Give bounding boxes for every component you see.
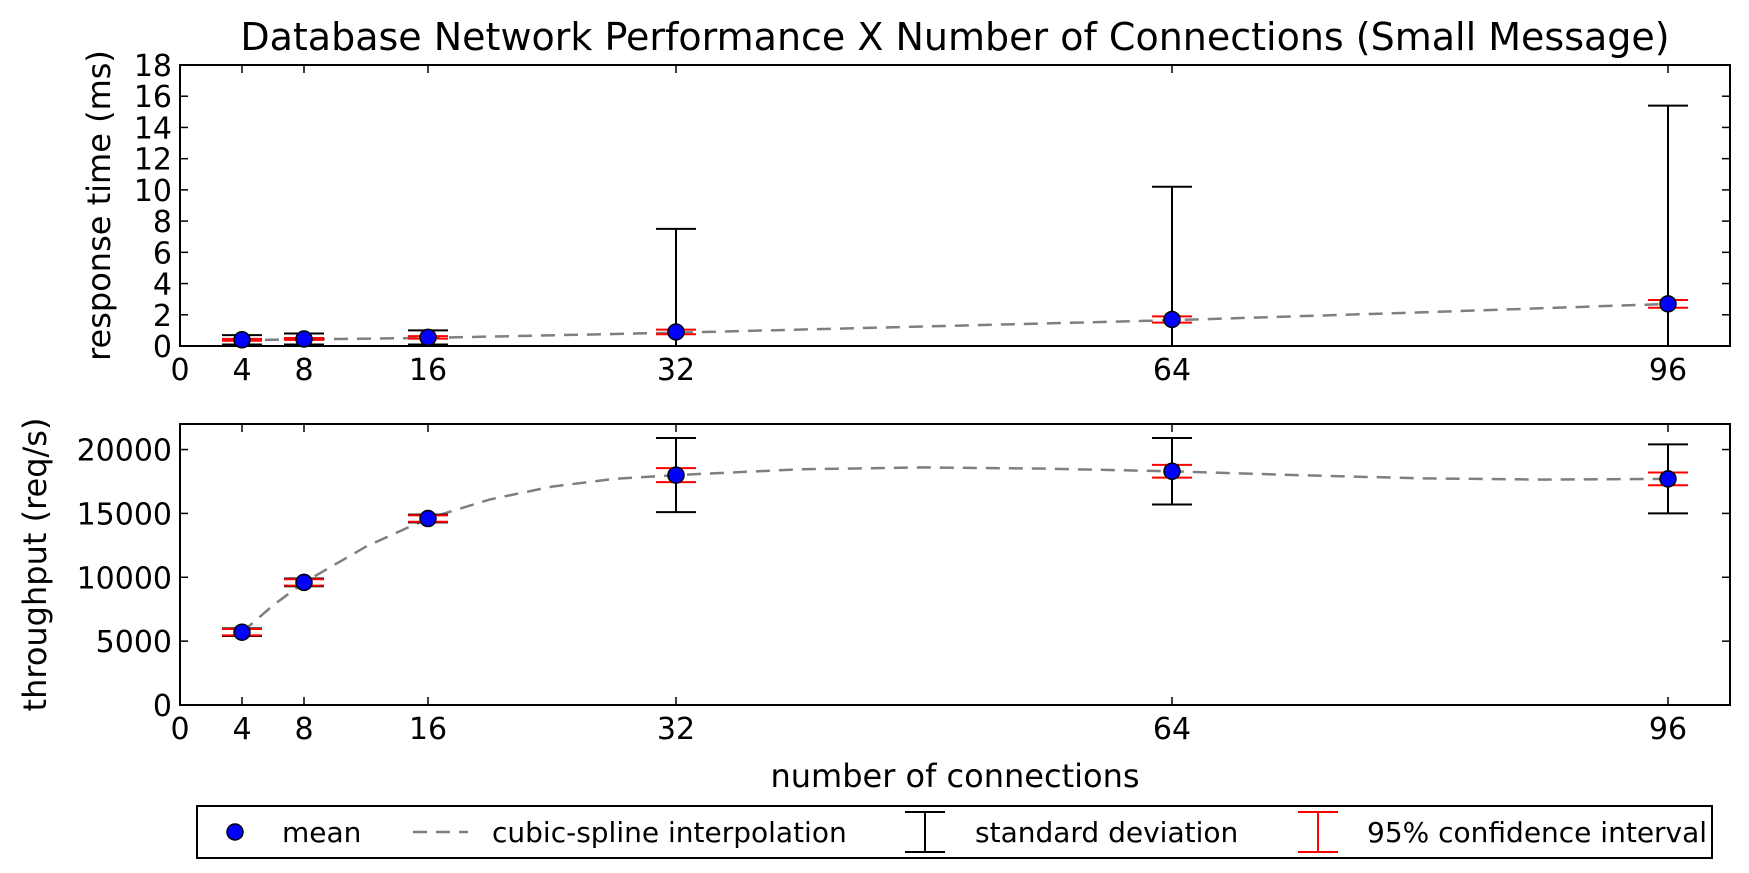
x-tick-label: 16 — [409, 353, 447, 388]
x-tick-label: 96 — [1649, 353, 1687, 388]
y-axis-label: throughput (req/s) — [16, 418, 54, 712]
y-tick-label: 20000 — [77, 434, 172, 469]
y-tick-label: 0 — [153, 330, 172, 365]
legend-ci-label: 95% confidence interval — [1367, 816, 1707, 849]
legend-mean-label: mean — [282, 816, 361, 849]
mean-point — [1163, 462, 1181, 481]
mean-point — [419, 509, 437, 528]
mean-point — [419, 328, 437, 347]
x-tick-label: 4 — [232, 712, 251, 747]
legend-spline-label: cubic-spline interpolation — [492, 816, 847, 849]
mean-point — [1659, 470, 1677, 488]
y-tick-label: 12 — [134, 143, 172, 178]
legend: mean cubic-spline interpolation standard d… — [196, 805, 1713, 859]
mean-point — [233, 331, 251, 349]
y-tick-label: 0 — [153, 689, 172, 724]
legend-mean-marker — [226, 823, 244, 841]
mean-point — [1659, 295, 1677, 313]
y-tick-label: 5000 — [96, 625, 172, 660]
x-tick-label: 32 — [657, 712, 695, 747]
y-tick-label: 10000 — [77, 561, 172, 596]
y-tick-label: 4 — [153, 268, 172, 303]
y-tick-label: 6 — [153, 236, 172, 271]
chart-title: Database Network Performance X Number of… — [240, 15, 1669, 59]
y-axis-label: response time (ms) — [80, 50, 118, 361]
y-tick-label: 8 — [153, 205, 172, 240]
x-tick-label: 4 — [232, 353, 251, 388]
plot-frame — [179, 64, 1731, 347]
mean-point — [295, 330, 313, 348]
mean-point — [667, 466, 685, 484]
y-tick-label: 2 — [153, 299, 172, 334]
y-tick-label: 18 — [134, 49, 172, 84]
x-tick-label: 96 — [1649, 712, 1687, 747]
legend-std-label: standard deviation — [975, 816, 1238, 849]
x-tick-label: 16 — [409, 712, 447, 747]
x-axis-label: number of connections — [770, 757, 1139, 795]
x-tick-label: 64 — [1153, 712, 1191, 747]
y-tick-label: 10 — [134, 174, 172, 209]
x-tick-label: 0 — [170, 712, 189, 747]
plot-frame — [179, 423, 1731, 706]
spline-line — [241, 302, 1669, 342]
mean-point — [233, 623, 251, 641]
mean-point — [667, 323, 685, 341]
mean-point — [1163, 310, 1181, 329]
x-tick-label: 0 — [170, 353, 189, 388]
mean-point — [295, 573, 313, 592]
x-tick-label: 64 — [1153, 353, 1191, 388]
throughput-panel: 0 4 8 16 32 64 96 0 5000 10000 15000 20000 throughpu… — [16, 418, 1731, 747]
x-tick-label: 8 — [294, 712, 313, 747]
y-tick-label: 16 — [134, 80, 172, 115]
y-tick-label: 14 — [134, 111, 172, 146]
y-tick-label: 15000 — [77, 497, 172, 532]
x-tick-label: 32 — [657, 353, 695, 388]
x-tick-label: 8 — [294, 353, 313, 388]
